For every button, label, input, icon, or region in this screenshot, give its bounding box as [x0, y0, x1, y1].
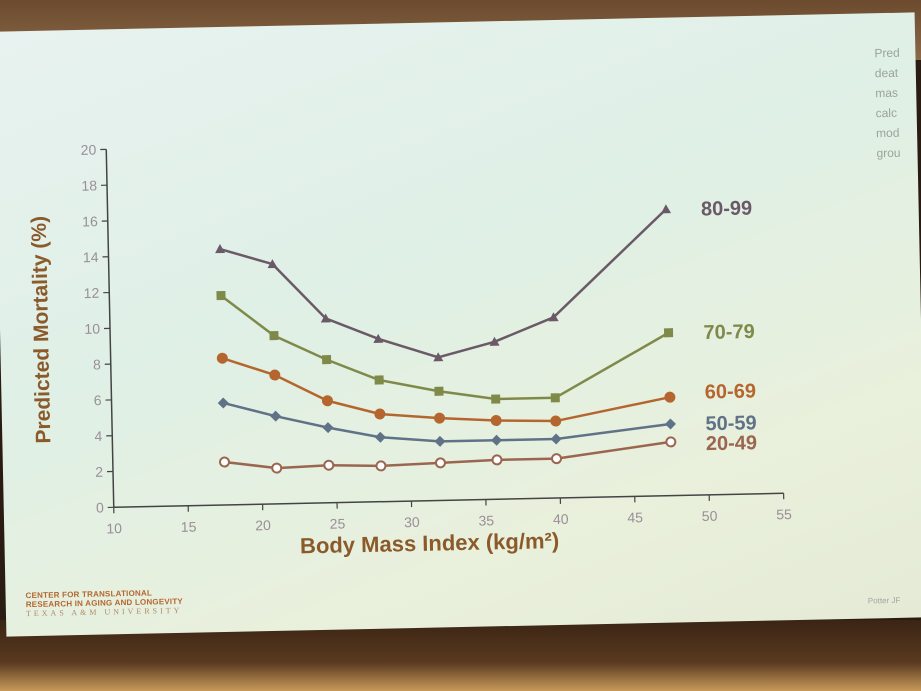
series-label-20-49: 20-49	[706, 432, 758, 455]
x-tick-label: 50	[702, 508, 718, 524]
y-tick-label: 14	[83, 249, 99, 265]
data-point-60-69	[434, 412, 446, 424]
y-axis-title: Predicted Mortality (%)	[28, 216, 56, 444]
data-point-20-49	[551, 453, 563, 465]
x-tick-label: 40	[553, 511, 569, 527]
series-line-50-59	[222, 401, 671, 443]
y-tick-label: 2	[95, 464, 103, 480]
series-label-70-79: 70-79	[703, 321, 755, 344]
data-point-50-59	[374, 431, 386, 443]
series-line-20-49	[224, 440, 672, 470]
data-point-20-49	[434, 457, 446, 469]
data-point-80-99	[489, 336, 500, 346]
citation: Potter JF	[867, 595, 901, 606]
series-label-60-69: 60-69	[705, 380, 757, 403]
data-point-70-79	[491, 394, 501, 404]
data-point-50-59	[664, 418, 676, 430]
data-point-50-59	[550, 433, 562, 445]
data-point-20-49	[665, 436, 677, 448]
data-point-60-69	[490, 415, 502, 427]
y-tick-label: 6	[94, 392, 102, 408]
data-point-80-99	[661, 204, 672, 214]
data-point-80-99	[548, 312, 559, 322]
institution-logo: CENTER FOR TRANSLATIONAL RESEARCH IN AGI…	[25, 588, 183, 619]
y-tick-label: 4	[94, 428, 102, 444]
x-tick-label: 35	[478, 512, 494, 528]
y-tick-label: 12	[84, 285, 100, 301]
data-point-20-49	[491, 454, 503, 466]
y-tick-label: 0	[96, 500, 104, 516]
series-line-60-69	[221, 357, 671, 423]
data-point-80-99	[267, 259, 278, 269]
y-tick-label: 20	[81, 142, 97, 158]
x-tick-label: 30	[404, 514, 420, 530]
side-text-line: grou	[876, 145, 901, 161]
data-point-70-79	[269, 331, 279, 341]
data-point-50-59	[491, 434, 503, 446]
data-point-60-69	[321, 395, 333, 407]
data-point-80-99	[433, 352, 444, 362]
data-point-60-69	[550, 415, 562, 427]
data-point-70-79	[663, 328, 674, 338]
x-axis-title: Body Mass Index (kg/m²)	[300, 528, 560, 558]
x-tick-label: 55	[776, 506, 792, 522]
data-point-50-59	[270, 410, 282, 422]
series-line-80-99	[219, 208, 667, 359]
side-text-line: deat	[874, 65, 899, 81]
data-point-20-49	[218, 456, 230, 468]
data-point-70-79	[434, 386, 444, 396]
data-point-70-79	[374, 375, 384, 385]
data-point-20-49	[375, 460, 387, 472]
y-tick-label: 8	[93, 356, 101, 372]
data-point-70-79	[216, 290, 226, 301]
data-point-20-49	[323, 459, 335, 471]
data-point-20-49	[271, 462, 283, 474]
data-point-60-69	[216, 352, 228, 364]
data-point-60-69	[664, 391, 676, 403]
data-point-80-99	[215, 244, 226, 254]
data-point-60-69	[269, 369, 281, 381]
side-text-line: calc	[875, 105, 898, 121]
mortality-chart: 0 2 4 6 8 10 12 14 16 18 20 10 15 20 25 30 35 40 45 50 55 Bod…	[28, 142, 793, 559]
series-line-70-79	[220, 294, 670, 401]
side-text-line: Pred	[874, 45, 900, 61]
data-point-60-69	[374, 408, 386, 420]
projected-slide: 0 2 4 6 8 10 12 14 16 18 20 10 15 20 25 30 35 40 45 50 55 Bod…	[0, 12, 921, 637]
x-tick-label: 10	[106, 520, 122, 536]
data-point-70-79	[322, 355, 332, 365]
side-text-block: Pred deat mas calc mod grou	[874, 42, 921, 163]
side-text-line: mas	[875, 85, 899, 101]
data-point-70-79	[550, 393, 560, 403]
x-axis-line	[113, 492, 784, 509]
x-tick-label: 15	[181, 519, 197, 535]
data-point-50-59	[322, 422, 334, 434]
y-tick-label: 16	[82, 213, 98, 229]
data-point-80-99	[320, 313, 331, 323]
x-tick-label: 25	[330, 515, 346, 531]
series-label-50-59: 50-59	[705, 412, 757, 435]
data-point-80-99	[373, 333, 384, 343]
x-tick-label: 20	[255, 517, 271, 533]
series-label-80-99: 80-99	[701, 197, 753, 220]
y-tick-label: 10	[84, 321, 100, 337]
x-tick-label: 45	[627, 509, 643, 525]
side-text-line: mod	[875, 125, 900, 141]
data-point-50-59	[434, 435, 446, 447]
data-point-50-59	[217, 397, 229, 409]
y-tick-label: 18	[81, 177, 97, 193]
